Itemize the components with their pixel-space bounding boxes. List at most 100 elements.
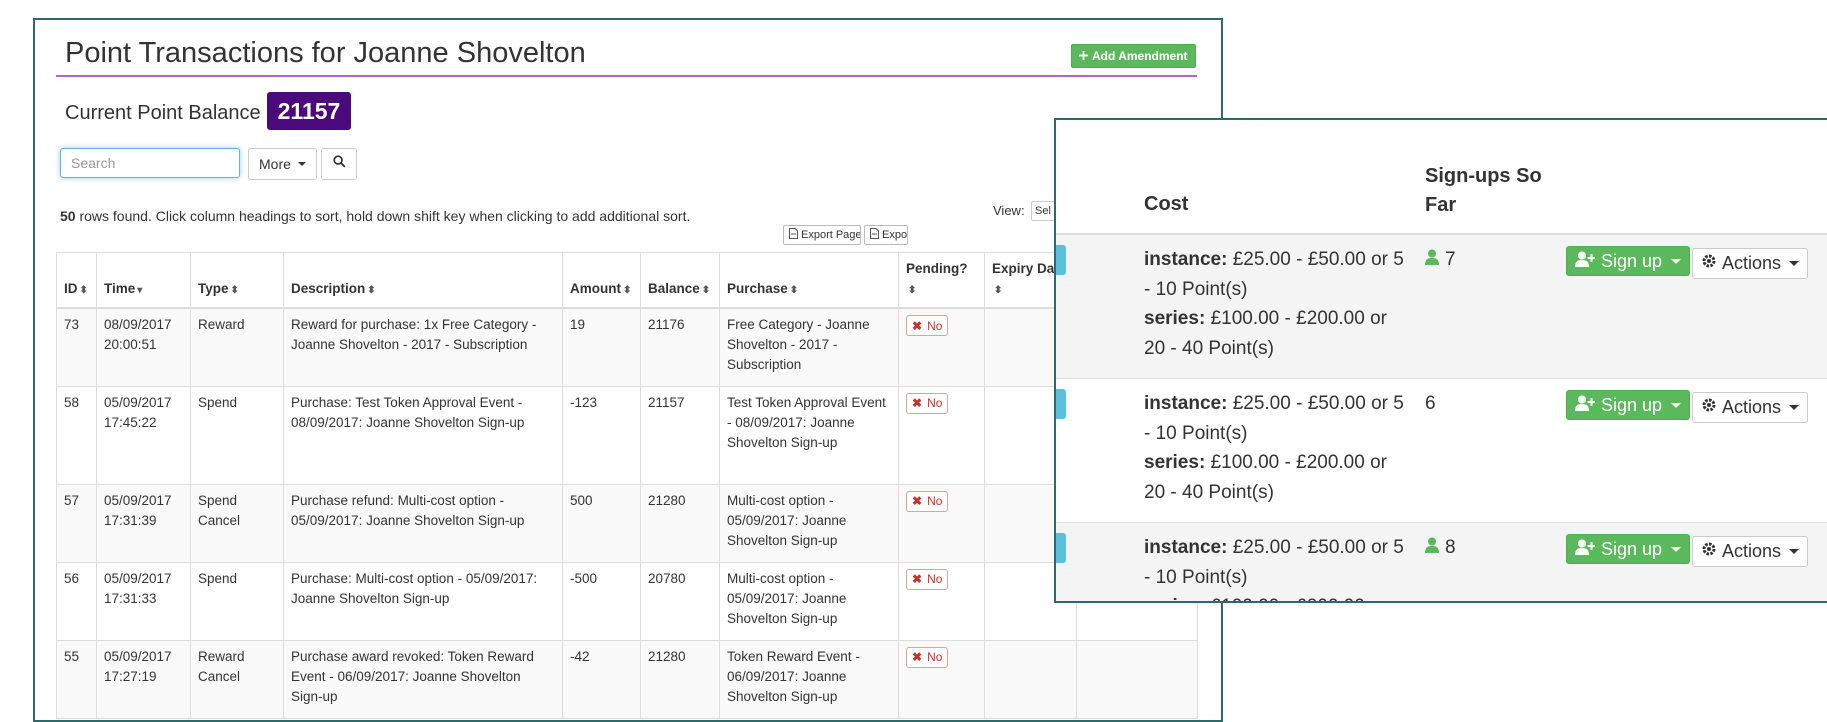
series-cost: £100.00 - £200.00 or xyxy=(1211,596,1387,601)
pending-no-badge: ✖ No xyxy=(906,490,949,512)
file-export-icon xyxy=(789,228,798,242)
actions-button[interactable]: Actions xyxy=(1692,536,1809,567)
sign-up-button[interactable]: Sign up xyxy=(1566,390,1691,420)
cell-id: 58 xyxy=(56,385,97,485)
export-page-label: Export Page xyxy=(801,229,861,241)
sign-up-button[interactable]: Sign up xyxy=(1566,246,1691,276)
cell-id: 73 xyxy=(56,307,97,387)
col-header-id[interactable]: ID ⬍ xyxy=(56,252,97,309)
chevron-down-icon xyxy=(1671,402,1682,408)
col-header-description[interactable]: Description ⬍ xyxy=(283,252,563,309)
pending-no-badge: ✖ No xyxy=(906,646,949,668)
list-item: instance: £25.00 - £50.00 or 5 - 10 Poin… xyxy=(1056,523,1827,601)
add-user-icon xyxy=(1575,395,1596,416)
signups-value: 8 xyxy=(1445,537,1456,558)
instance-label: instance: xyxy=(1144,249,1228,270)
signups-count: 6 xyxy=(1425,393,1436,415)
col-header-label: Amount xyxy=(570,281,621,296)
cell-type: Spend Cancel xyxy=(190,483,284,563)
cell-time: 05/09/2017 17:31:39 xyxy=(96,483,191,563)
table-row: 57 05/09/2017 17:31:39 Spend Cancel Purchas… xyxy=(56,483,1198,563)
cell-time: 05/09/2017 17:31:33 xyxy=(96,561,191,641)
balance-label: Current Point Balance xyxy=(65,102,261,124)
pending-label: No xyxy=(927,396,943,410)
sort-icon: ⬍ xyxy=(79,285,88,296)
transactions-table: ID ⬍ Time ▾ Type ⬍ Description ⬍ Amount ⬍ Bal… xyxy=(56,252,1198,719)
col-header-amount[interactable]: Amount ⬍ xyxy=(562,252,641,309)
cell-time: 05/09/2017 17:27:19 xyxy=(96,639,191,719)
cell-purchase: Token Reward Event - 06/09/2017: Joanne … xyxy=(719,639,899,719)
instance-cost: £25.00 - £50.00 or 5 - 10 Point(s) xyxy=(1144,537,1404,588)
signups-count: 7 xyxy=(1425,249,1456,271)
signups-count: 8 xyxy=(1425,537,1456,559)
cell-purchase: Multi-cost option - 05/09/2017: Joanne S… xyxy=(719,483,899,563)
col-header-balance[interactable]: Balance ⬍ xyxy=(640,252,720,309)
series-label: series: xyxy=(1144,596,1205,601)
page-title: Point Transactions for Joanne Shovelton xyxy=(65,37,586,69)
cell-description: Purchase award revoked: Token Reward Eve… xyxy=(283,639,563,719)
cell-amount: 19 xyxy=(562,307,641,387)
export-all-label: Expor xyxy=(882,229,908,241)
col-header-type[interactable]: Type ⬍ xyxy=(190,252,284,309)
table-row: 58 05/09/2017 17:45:22 Spend Purchase: Test… xyxy=(56,385,1198,485)
cell-id: 55 xyxy=(56,639,97,719)
cell-expiry xyxy=(984,639,1077,719)
col-header-label: Purchase xyxy=(727,281,788,296)
chevron-down-icon xyxy=(1789,405,1800,410)
more-label: More xyxy=(259,156,291,172)
cell-balance: 21280 xyxy=(640,483,720,563)
cell-purchase: Multi-cost option - 05/09/2017: Joanne S… xyxy=(719,561,899,641)
instance-cost: £25.00 - £50.00 or 5 - 10 Point(s) xyxy=(1144,393,1404,444)
signups-value: 7 xyxy=(1445,249,1456,270)
cell-purchase: Free Category - Joanne Shovelton - 2017 … xyxy=(719,307,899,387)
sort-icon: ⬍ xyxy=(623,285,632,296)
add-user-icon xyxy=(1575,539,1596,560)
signups-value: 6 xyxy=(1425,393,1436,414)
gear-icon xyxy=(1701,397,1717,418)
col-header-cost: Cost xyxy=(1144,193,1189,215)
add-user-icon xyxy=(1575,251,1596,272)
search-button[interactable] xyxy=(321,148,357,180)
cell-purchase: Test Token Approval Event - 08/09/2017: … xyxy=(719,385,899,485)
row-indicator xyxy=(1056,533,1066,563)
chevron-down-icon xyxy=(1671,546,1682,552)
view-label: View: xyxy=(993,203,1025,218)
instance-cost: £25.00 - £50.00 or 5 - 10 Point(s) xyxy=(1144,249,1404,300)
row-indicator xyxy=(1056,389,1066,419)
chevron-down-icon xyxy=(1671,258,1682,264)
actions-label: Actions xyxy=(1722,541,1782,561)
sign-up-label: Sign up xyxy=(1601,250,1663,271)
col-header-pending[interactable]: Pending? ⬍ xyxy=(898,252,985,309)
pending-no-badge: ✖ No xyxy=(906,315,949,336)
col-header-label: Description xyxy=(291,281,366,296)
gear-icon xyxy=(1701,541,1717,562)
add-amendment-button[interactable]: Add Amendment xyxy=(1071,44,1196,68)
pending-label: No xyxy=(927,572,943,586)
actions-button[interactable]: Actions xyxy=(1692,392,1809,423)
cost-cell: instance: £25.00 - £50.00 or 5 - 10 Poin… xyxy=(1144,389,1404,507)
col-header-label: Pending? xyxy=(906,261,968,276)
more-button[interactable]: More xyxy=(248,148,317,180)
search-icon xyxy=(332,155,346,173)
col-header-purchase[interactable]: Purchase ⬍ xyxy=(719,252,899,309)
pending-label: No xyxy=(927,318,943,333)
cell-balance: 21157 xyxy=(640,385,720,485)
sign-up-button[interactable]: Sign up xyxy=(1566,534,1691,564)
sort-icon: ⬍ xyxy=(908,285,917,296)
col-header-time[interactable]: Time ▾ xyxy=(96,252,191,309)
series-label: series: xyxy=(1144,308,1206,329)
cell-balance: 21280 xyxy=(640,639,720,719)
export-page-button[interactable]: Export Page xyxy=(783,225,861,245)
export-all-button[interactable]: Expor xyxy=(864,225,908,245)
col-header-label: Type xyxy=(198,281,229,296)
pending-no-badge: ✖ No xyxy=(906,568,949,590)
cost-cell: instance: £25.00 - £50.00 or 5 - 10 Poin… xyxy=(1144,533,1404,601)
actions-button[interactable]: Actions xyxy=(1692,248,1809,279)
file-export-icon xyxy=(870,228,879,242)
col-header-label: ID xyxy=(64,281,78,296)
cell-id: 56 xyxy=(56,561,97,641)
cell-id: 57 xyxy=(56,483,97,563)
chevron-down-icon xyxy=(1789,261,1800,266)
overlay-table-header: Cost Sign-ups So Far xyxy=(1056,120,1827,235)
search-input[interactable] xyxy=(60,148,240,178)
